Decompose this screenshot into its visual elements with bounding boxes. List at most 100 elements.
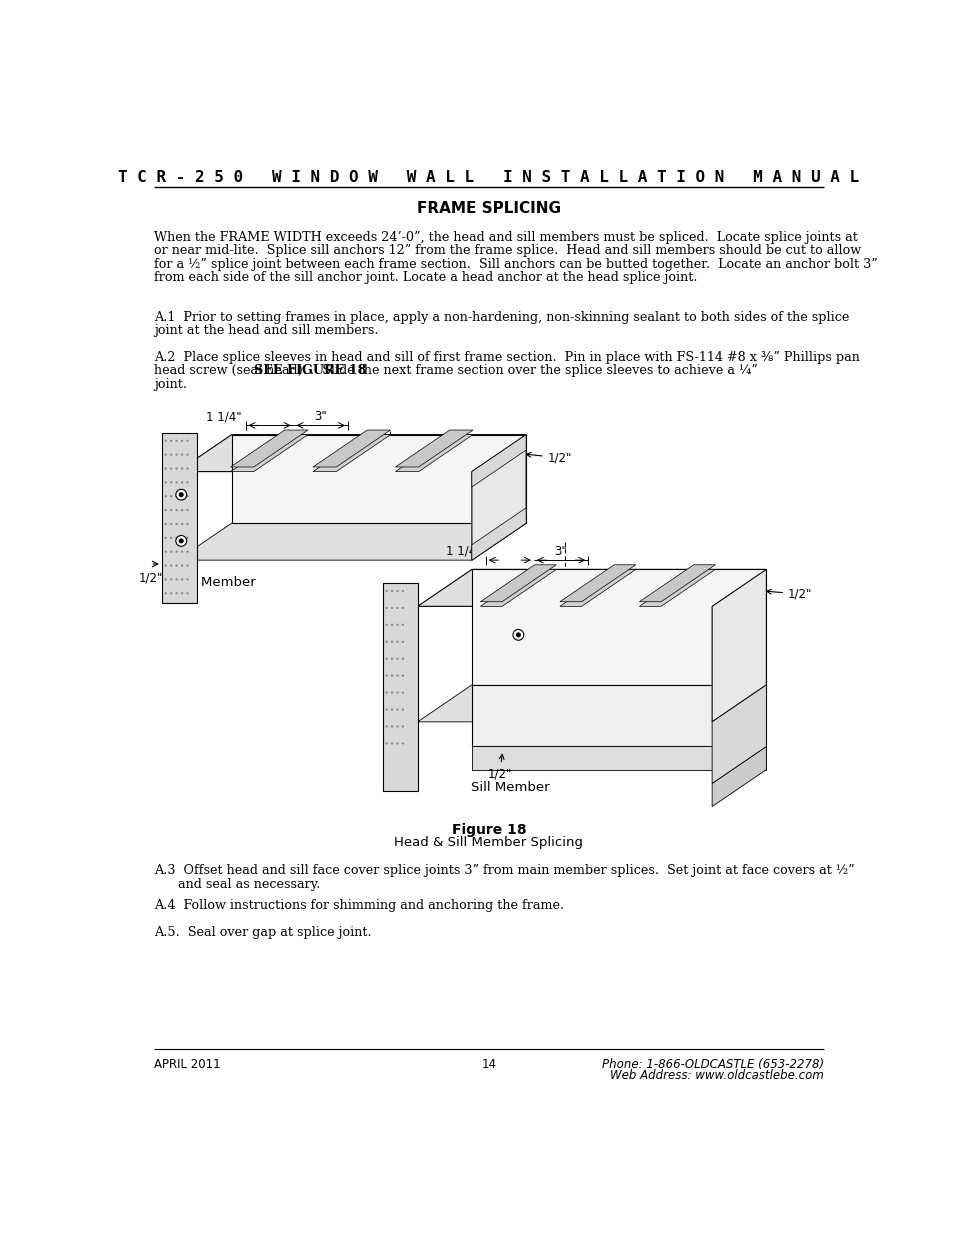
Polygon shape (313, 430, 390, 467)
Circle shape (391, 674, 393, 677)
Polygon shape (472, 746, 765, 769)
Circle shape (170, 592, 172, 594)
Polygon shape (711, 569, 765, 721)
Circle shape (170, 537, 172, 538)
Text: 3": 3" (554, 545, 567, 558)
Text: Figure 18: Figure 18 (451, 824, 526, 837)
Text: FRAME SPLICING: FRAME SPLICING (416, 200, 560, 216)
Polygon shape (231, 435, 308, 472)
Circle shape (391, 692, 393, 694)
Text: 14: 14 (481, 1057, 496, 1071)
Circle shape (395, 692, 398, 694)
Circle shape (170, 564, 172, 567)
Circle shape (175, 578, 177, 580)
Polygon shape (395, 430, 473, 467)
Polygon shape (177, 435, 525, 472)
Circle shape (181, 564, 183, 567)
Circle shape (165, 522, 167, 525)
Circle shape (181, 495, 183, 498)
Circle shape (401, 742, 404, 745)
Text: Sill Member: Sill Member (471, 782, 549, 794)
Circle shape (391, 590, 393, 592)
Circle shape (395, 674, 398, 677)
Polygon shape (382, 583, 417, 792)
Circle shape (513, 630, 523, 640)
Circle shape (181, 578, 183, 580)
Circle shape (401, 725, 404, 727)
Circle shape (186, 495, 189, 498)
Circle shape (175, 522, 177, 525)
Text: 1/2": 1/2" (139, 555, 188, 584)
Circle shape (186, 564, 189, 567)
Polygon shape (472, 685, 765, 746)
Text: joint at the head and sill members.: joint at the head and sill members. (154, 324, 378, 337)
Text: 1/2": 1/2" (526, 451, 572, 464)
Circle shape (165, 495, 167, 498)
Circle shape (186, 551, 189, 553)
Circle shape (170, 522, 172, 525)
Circle shape (385, 590, 387, 592)
Circle shape (401, 590, 404, 592)
Circle shape (385, 657, 387, 659)
Circle shape (165, 453, 167, 456)
Text: Phone: 1-866-OLDCASTLE (653-2278): Phone: 1-866-OLDCASTLE (653-2278) (601, 1057, 822, 1071)
Circle shape (391, 709, 393, 710)
Circle shape (391, 657, 393, 659)
Text: 1/2": 1/2" (765, 588, 812, 600)
Circle shape (395, 709, 398, 710)
Circle shape (391, 742, 393, 745)
Circle shape (181, 522, 183, 525)
Circle shape (401, 606, 404, 609)
Circle shape (385, 641, 387, 643)
Circle shape (395, 590, 398, 592)
Circle shape (395, 641, 398, 643)
Circle shape (395, 657, 398, 659)
Circle shape (391, 606, 393, 609)
Circle shape (175, 537, 177, 538)
Polygon shape (472, 569, 765, 685)
Text: 1/2": 1/2" (487, 755, 511, 781)
Circle shape (170, 467, 172, 469)
Text: 1 1/4": 1 1/4" (446, 545, 481, 558)
Polygon shape (480, 564, 556, 601)
Circle shape (165, 537, 167, 538)
Text: Head Member: Head Member (162, 576, 255, 589)
Text: head screw (seal head).: head screw (seal head). (154, 364, 314, 377)
Polygon shape (417, 685, 765, 721)
Circle shape (175, 592, 177, 594)
Text: When the FRAME WIDTH exceeds 24’-0”, the head and sill members must be spliced. : When the FRAME WIDTH exceeds 24’-0”, the… (154, 231, 857, 243)
Circle shape (186, 467, 189, 469)
Circle shape (401, 674, 404, 677)
Circle shape (181, 551, 183, 553)
Circle shape (175, 467, 177, 469)
Circle shape (165, 482, 167, 484)
Text: from each side of the sill anchor joint. Locate a head anchor at the head splice: from each side of the sill anchor joint.… (154, 270, 697, 284)
Circle shape (165, 564, 167, 567)
Circle shape (401, 624, 404, 626)
Text: A.5.  Seal over gap at splice joint.: A.5. Seal over gap at splice joint. (154, 926, 372, 939)
Circle shape (391, 725, 393, 727)
Circle shape (165, 592, 167, 594)
Circle shape (170, 551, 172, 553)
Text: 3": 3" (314, 410, 327, 424)
Text: .  Slide the next frame section over the splice sleeves to achieve a ¼”: . Slide the next frame section over the … (310, 364, 758, 377)
Circle shape (186, 440, 189, 442)
Circle shape (165, 467, 167, 469)
Circle shape (175, 551, 177, 553)
Text: and seal as necessary.: and seal as necessary. (154, 878, 320, 890)
Text: A.2  Place splice sleeves in head and sill of first frame section.  Pin in place: A.2 Place splice sleeves in head and sil… (154, 351, 859, 364)
Polygon shape (162, 433, 196, 603)
Circle shape (175, 453, 177, 456)
Circle shape (385, 674, 387, 677)
Circle shape (385, 709, 387, 710)
Circle shape (170, 440, 172, 442)
Circle shape (395, 742, 398, 745)
Circle shape (391, 624, 393, 626)
Circle shape (401, 692, 404, 694)
Circle shape (516, 632, 519, 637)
Polygon shape (395, 435, 473, 472)
Circle shape (165, 509, 167, 511)
Polygon shape (417, 569, 765, 606)
Text: or near mid-lite.  Splice sill anchors 12” from the frame splice.  Head and sill: or near mid-lite. Splice sill anchors 12… (154, 245, 861, 257)
Circle shape (175, 536, 187, 546)
